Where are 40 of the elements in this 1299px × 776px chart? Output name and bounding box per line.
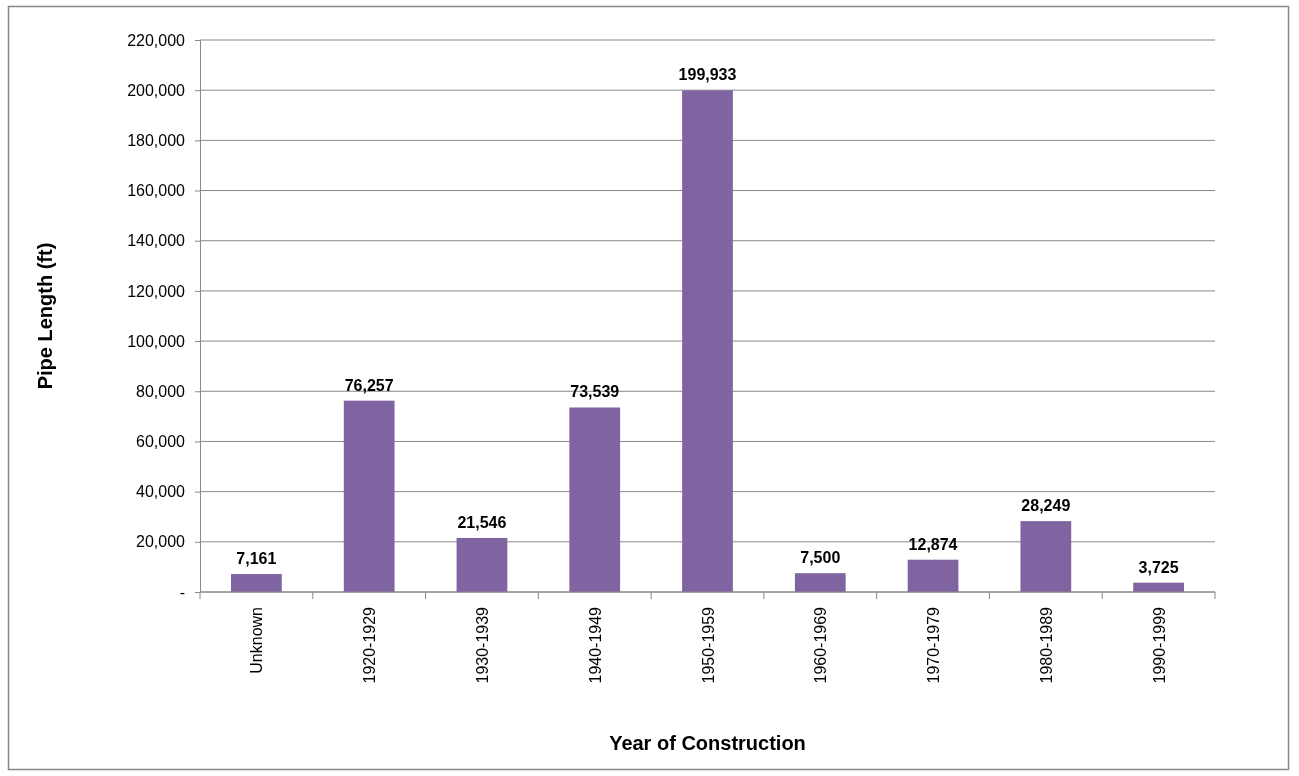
bar — [231, 574, 282, 592]
y-tick-label: 160,000 — [127, 182, 186, 200]
x-tick-label: 1920-1929 — [361, 606, 379, 684]
y-tick-label: 100,000 — [127, 332, 186, 350]
bar — [794, 573, 846, 592]
data-label: 7,500 — [800, 549, 841, 567]
y-tick-label: - — [179, 583, 185, 601]
y-tick-label: 220,000 — [127, 31, 186, 49]
x-tick-label: Unknown — [248, 607, 266, 674]
y-tick-label: 80,000 — [136, 382, 186, 400]
y-tick-label: 120,000 — [127, 282, 186, 300]
x-axis-title: Year of Construction — [609, 732, 806, 754]
data-label: 3,725 — [1138, 558, 1179, 576]
y-tick-label: 180,000 — [127, 131, 186, 149]
data-label: 21,546 — [457, 513, 507, 531]
x-tick-label: 1930-1939 — [473, 606, 491, 684]
x-tick-label: 1990-1999 — [1150, 606, 1168, 684]
bar — [682, 90, 733, 592]
y-tick-label: 60,000 — [136, 433, 186, 451]
bar — [343, 400, 395, 592]
data-label: 7,161 — [236, 550, 277, 568]
x-tick-label: 1950-1959 — [699, 606, 717, 684]
y-tick-label: 20,000 — [136, 533, 186, 551]
data-label: 28,249 — [1021, 497, 1071, 515]
bar — [456, 537, 508, 592]
x-tick-label: 1960-1969 — [812, 606, 830, 684]
bar — [569, 407, 621, 592]
bar — [1020, 521, 1072, 592]
x-tick-label: 1970-1979 — [925, 606, 943, 684]
x-tick-label: 1980-1989 — [1037, 606, 1055, 684]
y-axis-title: Pipe Length (ft) — [34, 242, 56, 390]
data-label: 199,933 — [678, 66, 737, 84]
bar — [907, 559, 959, 592]
y-tick-label: 140,000 — [127, 232, 186, 250]
x-tick-label: 1940-1949 — [586, 606, 604, 684]
data-label: 12,874 — [908, 535, 958, 553]
y-tick-label: 200,000 — [127, 81, 186, 99]
y-tick-label: 40,000 — [136, 483, 186, 501]
data-label: 73,539 — [570, 383, 620, 401]
data-label: 76,257 — [344, 376, 394, 394]
